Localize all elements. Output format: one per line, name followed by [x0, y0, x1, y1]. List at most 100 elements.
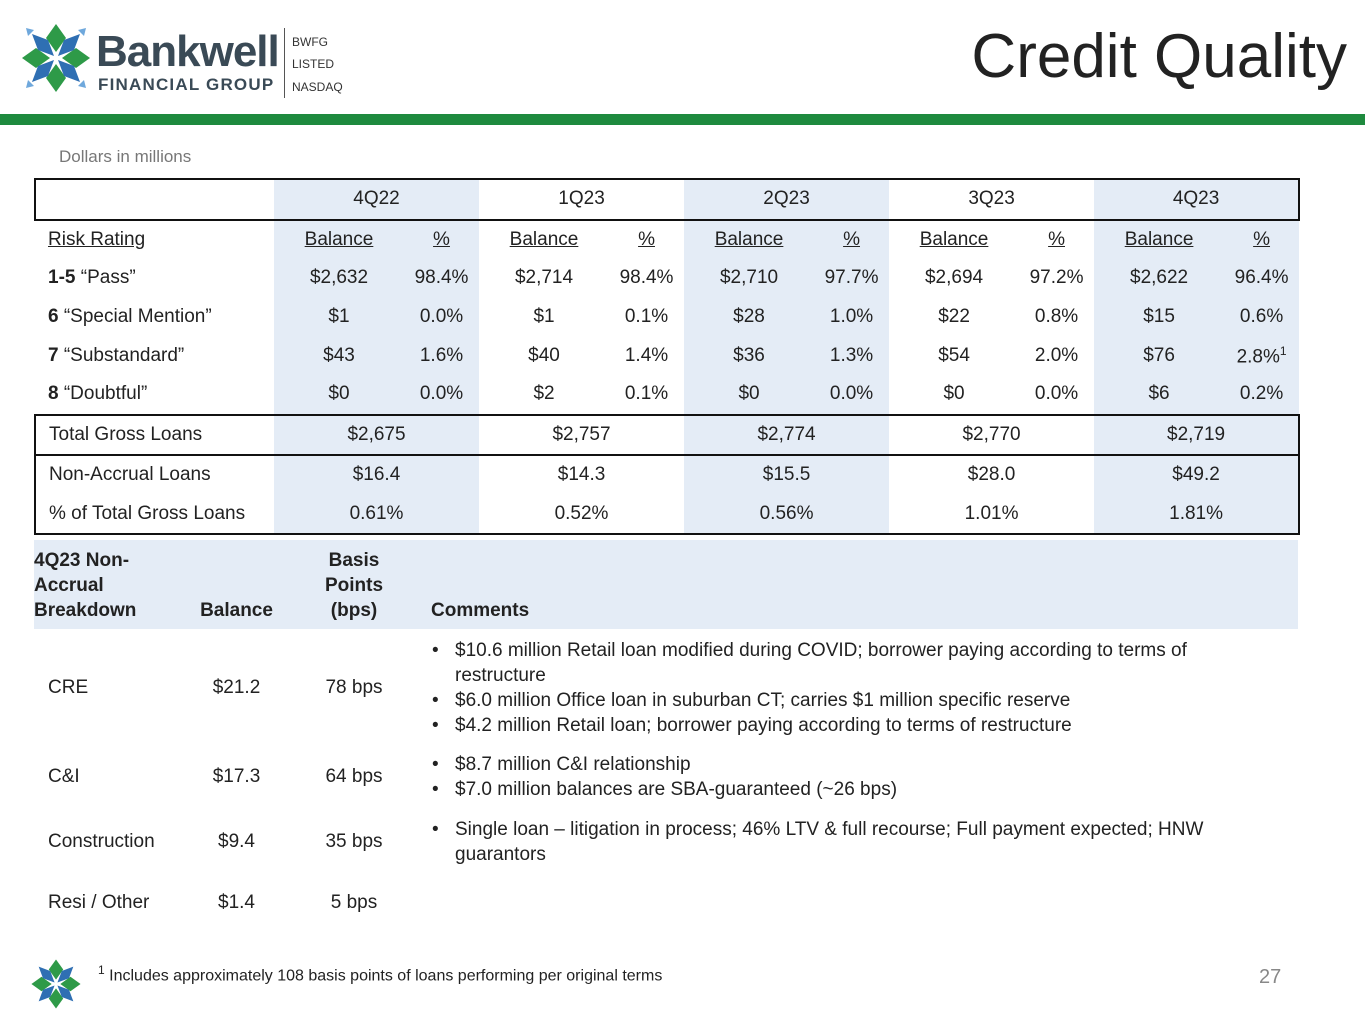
pct-total-value: 1.81%	[1094, 494, 1301, 536]
percent-header: %	[638, 228, 655, 250]
breakdown-row: CRE $21.2 78 bps $10.6 million Retail loan …	[34, 629, 1298, 747]
percent-cell: 2.8%1	[1224, 336, 1300, 375]
pct-total-value: 0.52%	[479, 494, 685, 536]
breakdown-comments: $10.6 million Retail loan modified durin…	[414, 629, 1298, 747]
balance-cell-value: $0	[738, 383, 760, 405]
balance-cell-value: $2,710	[719, 267, 779, 289]
breakdown-bps: 78 bps	[325, 677, 383, 698]
ticker-line: BWFG	[292, 35, 328, 49]
non-accrual-value: $49.2	[1094, 455, 1301, 495]
balance-cell: $43	[274, 336, 404, 375]
total-value: $2,770	[889, 413, 1095, 457]
comment-item: $4.2 million Retail loan; borrower payin…	[432, 713, 1258, 738]
percent-cell-value: 2.0%	[1034, 344, 1079, 366]
percent-cell-value: 1.0%	[829, 306, 874, 328]
header-accent-bar	[0, 114, 1365, 125]
percent-header: %	[814, 219, 890, 260]
balance-cell-value: $1	[328, 306, 350, 328]
page-number: 27	[1259, 966, 1282, 988]
percent-cell-value: 1.6%	[419, 344, 464, 366]
percent-header: %	[404, 219, 480, 260]
breakdown-row: Resi / Other $1.4 5 bps	[34, 877, 1298, 929]
breakdown-balance: $21.2	[212, 677, 261, 698]
percent-cell: 1.3%	[814, 336, 890, 375]
percent-cell-value: 0.0%	[1034, 383, 1079, 405]
balance-cell: $28	[684, 297, 815, 337]
non-accrual-row: Non-Accrual Loans $16.4 $14.3 $15.5 $28.…	[34, 455, 1301, 495]
breakdown-bps: 35 bps	[325, 831, 383, 852]
percent-cell-value: 1.3%	[829, 344, 874, 366]
pct-total-value: 0.56%	[684, 494, 890, 536]
risk-rating-name: “Substandard”	[58, 344, 185, 366]
percent-cell: 0.1%	[609, 375, 684, 415]
percent-cell: 97.7%	[814, 259, 890, 298]
percent-cell-value: 0.6%	[1239, 306, 1284, 328]
footnote: 1 Includes approximately 108 basis point…	[98, 963, 662, 985]
risk-rating-code: 7	[48, 344, 59, 366]
percent-cell-value: 97.2%	[1029, 267, 1084, 289]
balance-cell: $2,710	[684, 259, 815, 298]
balance-cell-value: $22	[938, 306, 970, 328]
balance-cell: $40	[479, 336, 609, 375]
breakdown-balance: $9.4	[218, 831, 255, 852]
balance-cell-value: $2,622	[1130, 267, 1189, 289]
ticker-line: LISTED	[292, 57, 335, 71]
footnote-marker: 1	[98, 963, 105, 977]
percent-cell-value: 0.0%	[419, 306, 464, 328]
non-accrual-value: $15.5	[684, 455, 890, 495]
balance-cell: $0	[889, 375, 1019, 415]
breakdown-balance: $1.4	[218, 892, 255, 913]
breakdown-comments: Single loan – litigation in process; 46%…	[414, 807, 1298, 877]
breakdown-category: Resi / Other	[48, 892, 150, 913]
balance-cell: $36	[684, 336, 815, 375]
pct-total-row: % of Total Gross Loans 0.61% 0.52% 0.56%…	[34, 494, 1301, 536]
risk-rating-header: Risk Rating	[48, 228, 146, 250]
balance-cell-value: $76	[1143, 344, 1175, 366]
breakdown-row: C&I $17.3 64 bps $8.7 million C&I relations…	[34, 747, 1298, 807]
percent-cell: 0.2%	[1224, 374, 1300, 415]
balance-cell-value: $43	[323, 344, 355, 366]
balance-cell: $2,714	[479, 259, 609, 298]
balance-cell: $22	[889, 298, 1019, 337]
percent-cell: 0.0%	[404, 297, 480, 337]
risk-rating-code: 1-5	[48, 267, 76, 289]
balance-header: Balance	[919, 228, 989, 250]
balance-cell-value: $54	[938, 344, 970, 366]
comment-list: $10.6 million Retail loan modified durin…	[431, 638, 1258, 738]
balance-header: Balance	[1094, 219, 1225, 260]
risk-rating-label: 6 “Special Mention”	[35, 298, 274, 337]
total-value: $2,719	[1094, 413, 1301, 457]
balance-cell: $1	[274, 297, 404, 337]
breakdown-bps-header: Basis Points (bps)	[294, 540, 414, 629]
percent-cell: 0.0%	[814, 374, 890, 415]
balance-cell-value: $1	[533, 306, 555, 328]
risk-rating-row: 6 “Special Mention” $1 0.0% $1 0.1% $28 1.0% $2…	[35, 297, 1300, 337]
percent-cell: 2.0%	[1019, 336, 1094, 375]
balance-cell-value: $40	[528, 344, 560, 366]
balance-cell-value: $15	[1143, 306, 1175, 328]
balance-cell: $0	[684, 374, 815, 415]
breakdown-category: C&I	[48, 766, 80, 787]
comment-list: $8.7 million C&I relationship$7.0 millio…	[431, 752, 1258, 802]
comment-item: $10.6 million Retail loan modified durin…	[432, 638, 1258, 688]
balance-cell-value: $2,714	[514, 267, 574, 289]
breakdown-comments: $8.7 million C&I relationship$7.0 millio…	[414, 747, 1298, 807]
balance-cell: $6	[1094, 374, 1225, 415]
percent-cell-value: 98.4%	[414, 267, 469, 289]
risk-rating-code: 6	[48, 306, 59, 328]
percent-cell: 0.1%	[609, 298, 684, 337]
percent-cell-value: 0.8%	[1034, 306, 1079, 328]
quarter-header: 2Q23	[684, 178, 890, 221]
balance-cell: $54	[889, 336, 1019, 375]
percent-cell: 1.0%	[814, 297, 890, 337]
percent-cell-value: 0.2%	[1239, 383, 1284, 405]
balance-cell-value: $6	[1148, 383, 1170, 405]
percent-cell: 98.4%	[609, 259, 684, 298]
percent-cell-value: 0.1%	[624, 383, 669, 405]
balance-cell: $2,694	[889, 259, 1019, 298]
comment-item: $6.0 million Office loan in suburban CT;…	[432, 688, 1258, 713]
logo-divider	[284, 28, 285, 98]
risk-rating-row: 7 “Substandard” $43 1.6% $40 1.4% $36 1.3% $54 2…	[35, 336, 1300, 375]
non-accrual-value: $14.3	[557, 464, 606, 486]
breakdown-balance: $17.3	[212, 766, 261, 787]
